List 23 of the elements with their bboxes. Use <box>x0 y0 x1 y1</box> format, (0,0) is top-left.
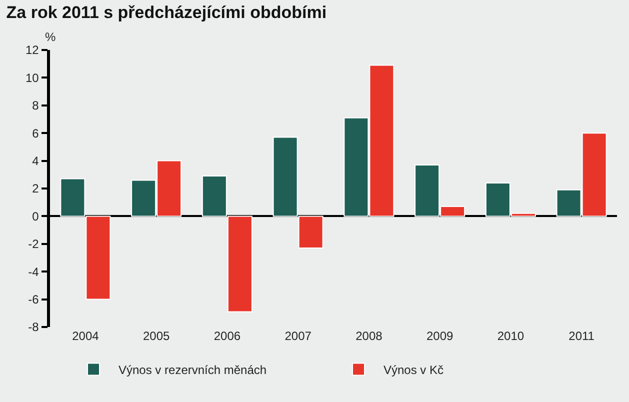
y-tick-label: 2 <box>32 182 40 196</box>
y-tick-label: -6 <box>28 292 40 306</box>
y-tick-label: -2 <box>28 237 40 252</box>
y-tick-label: -8 <box>28 320 40 334</box>
y-tick-label: -4 <box>28 264 40 279</box>
y-tick-label: 12 <box>25 43 40 58</box>
x-tick-label: 2011 <box>568 329 595 343</box>
x-tick-label: 2006 <box>214 329 241 343</box>
y-tick-label: 8 <box>32 98 40 113</box>
x-tick-label: 2010 <box>497 329 524 343</box>
legend-label: Výnos v rezervních měnách <box>118 362 267 377</box>
chart-title: Za rok 2011 s předcházejícími obdobími <box>6 2 327 22</box>
y-tick-label: 4 <box>32 154 40 168</box>
x-tick-label: 2004 <box>72 329 100 343</box>
y-tick-label: 10 <box>25 70 40 85</box>
legend-label: Výnos v Kč <box>384 362 444 377</box>
y-axis-title: % <box>45 30 56 44</box>
x-tick-label: 2007 <box>284 329 312 343</box>
y-tick-label: 0 <box>32 209 40 224</box>
x-tick-label: 2005 <box>142 329 170 343</box>
x-tick-label: 2008 <box>356 329 383 343</box>
y-tick-label: 6 <box>32 126 40 140</box>
x-tick-label: 2009 <box>426 329 454 343</box>
